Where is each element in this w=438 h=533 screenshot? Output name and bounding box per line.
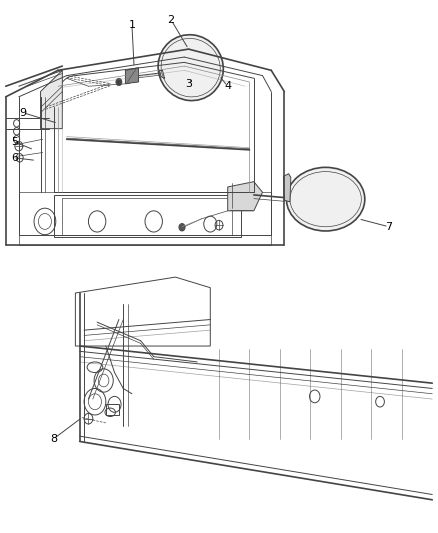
Text: 6: 6	[11, 153, 18, 163]
Text: 7: 7	[385, 222, 392, 232]
Text: 9: 9	[20, 108, 27, 118]
Polygon shape	[41, 70, 62, 128]
Text: 8: 8	[50, 434, 57, 444]
Ellipse shape	[158, 35, 223, 101]
Polygon shape	[228, 182, 262, 211]
Text: 1: 1	[128, 20, 135, 30]
Text: 3: 3	[185, 78, 192, 88]
Polygon shape	[283, 174, 291, 202]
Circle shape	[116, 78, 122, 86]
Polygon shape	[125, 68, 138, 84]
Text: 4: 4	[224, 81, 231, 91]
Text: 5: 5	[11, 137, 18, 147]
Ellipse shape	[286, 167, 365, 231]
Circle shape	[179, 223, 185, 231]
Text: 2: 2	[168, 15, 175, 25]
